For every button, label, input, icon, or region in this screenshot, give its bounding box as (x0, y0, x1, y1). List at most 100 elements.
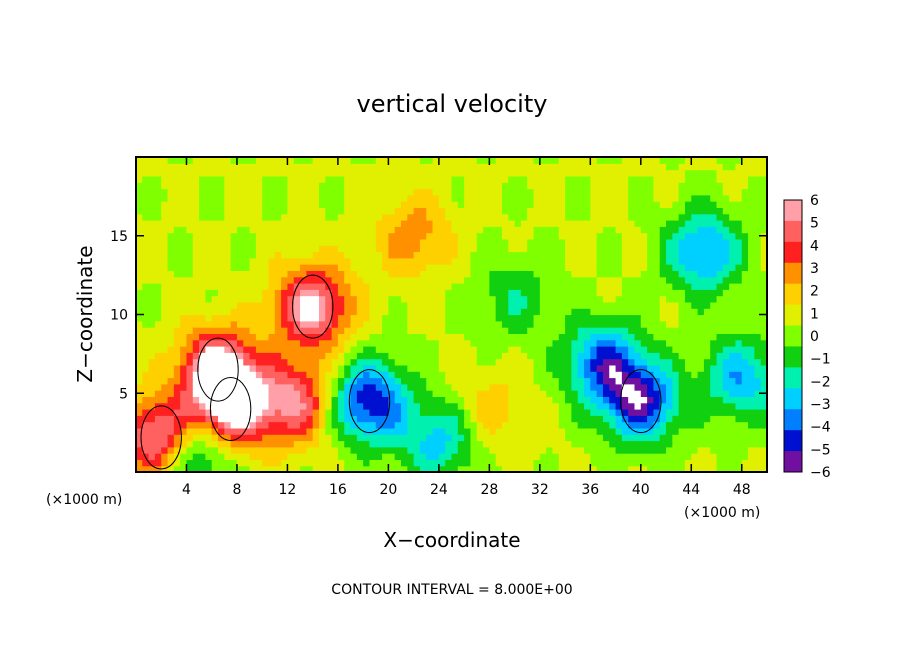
heatmap-cell (451, 276, 459, 284)
heatmap-cell (173, 352, 181, 360)
heatmap-cell (716, 421, 724, 429)
heatmap-cell (255, 371, 263, 379)
heatmap-cell (180, 371, 188, 379)
heatmap-cell (489, 194, 497, 202)
heatmap-cell (180, 427, 188, 435)
heatmap-cell (716, 169, 724, 177)
heatmap-cell (318, 383, 326, 391)
heatmap-cell (331, 352, 339, 360)
heatmap-cell (136, 289, 143, 297)
heatmap-cell (186, 409, 194, 416)
heatmap-cell (684, 358, 692, 366)
heatmap-cell (741, 257, 749, 265)
heatmap-cell (735, 421, 743, 429)
heatmap-cell (142, 415, 150, 423)
heatmap-cell (211, 459, 219, 467)
heatmap-cell (318, 264, 326, 271)
heatmap-cell (577, 465, 585, 473)
heatmap-cell (457, 163, 465, 171)
heatmap-cell (401, 194, 408, 202)
heatmap-cell (716, 465, 724, 473)
heatmap-cell (483, 352, 490, 360)
heatmap-cell (476, 201, 484, 208)
heatmap-cell (489, 390, 497, 397)
heatmap-cell (628, 182, 636, 190)
heatmap-cell (470, 364, 478, 372)
heatmap-cell (445, 396, 453, 404)
heatmap-cell (312, 364, 320, 372)
heatmap-cell (167, 402, 175, 410)
heatmap-cell (596, 320, 604, 328)
heatmap-cell (647, 207, 655, 215)
heatmap-cell (640, 371, 648, 379)
heatmap-cell (697, 371, 705, 379)
heatmap-cell (407, 396, 415, 404)
heatmap-cell (754, 238, 762, 246)
heatmap-cell (243, 459, 251, 467)
heatmap-cell (634, 402, 642, 410)
heatmap-cell (249, 238, 257, 246)
heatmap-cell (407, 352, 415, 360)
heatmap-cell (577, 182, 585, 190)
heatmap-cell (710, 409, 718, 416)
heatmap-cell (703, 169, 711, 177)
heatmap-cell (457, 264, 465, 271)
heatmap-cell (274, 314, 282, 322)
heatmap-cell (552, 251, 560, 259)
heatmap-cell (243, 453, 251, 460)
heatmap-cell (211, 327, 219, 334)
heatmap-cell (451, 194, 459, 202)
heatmap-cell (407, 194, 415, 202)
heatmap-cell (546, 220, 554, 227)
heatmap-cell (640, 434, 648, 442)
heatmap-cell (552, 390, 560, 397)
heatmap-cell (407, 245, 415, 253)
heatmap-cell (167, 446, 175, 454)
heatmap-cell (659, 434, 667, 442)
heatmap-cell (350, 213, 358, 221)
heatmap-cell (722, 352, 730, 360)
heatmap-cell (154, 276, 162, 284)
heatmap-cell (558, 301, 566, 309)
heatmap-cell (388, 434, 396, 442)
heatmap-cell (464, 358, 472, 366)
heatmap-cell (432, 238, 440, 246)
heatmap-cell (527, 289, 535, 297)
heatmap-cell (407, 157, 415, 164)
heatmap-cell (161, 427, 169, 435)
heatmap-cell (628, 402, 636, 410)
heatmap-cell (236, 421, 244, 429)
heatmap-cell (230, 409, 238, 416)
heatmap-cell (312, 446, 320, 454)
heatmap-cell (173, 333, 181, 341)
heatmap-cell (350, 320, 358, 328)
heatmap-cell (382, 188, 389, 196)
heatmap-cell (142, 175, 150, 183)
heatmap-cell (293, 194, 301, 202)
heatmap-cell (154, 434, 162, 442)
heatmap-cell (192, 421, 200, 429)
heatmap-cell (293, 377, 301, 385)
heatmap-cell (684, 459, 692, 467)
heatmap-cell (325, 194, 333, 202)
heatmap-cell (331, 427, 339, 435)
heatmap-cell (634, 314, 642, 322)
heatmap-cell (382, 157, 389, 164)
heatmap-cell (741, 270, 749, 278)
heatmap-cell (577, 434, 585, 442)
heatmap-cell (394, 364, 402, 372)
heatmap-cell (445, 421, 453, 429)
heatmap-cell (647, 270, 655, 278)
heatmap-cell (356, 402, 364, 410)
heatmap-cell (710, 301, 718, 309)
heatmap-cell (161, 251, 169, 259)
heatmap-cell (672, 157, 680, 164)
heatmap-cell (527, 232, 535, 240)
heatmap-cell (281, 364, 289, 372)
heatmap-cell (533, 314, 541, 322)
heatmap-cell (255, 446, 263, 454)
heatmap-cell (621, 194, 629, 202)
heatmap-cell (426, 157, 434, 164)
heatmap-cell (640, 396, 648, 404)
heatmap-cell (224, 283, 232, 290)
